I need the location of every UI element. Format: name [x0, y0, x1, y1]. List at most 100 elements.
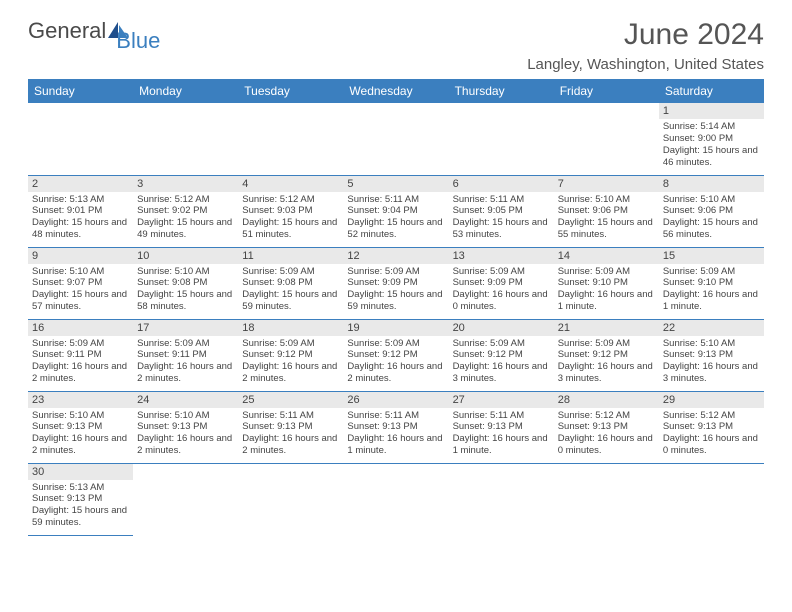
header: General Blue June 2024 Langley, Washingt…	[28, 18, 764, 73]
calendar-cell: .	[554, 463, 659, 535]
calendar-cell: 6Sunrise: 5:11 AMSunset: 9:05 PMDaylight…	[449, 175, 554, 247]
day-number: 11	[238, 248, 343, 264]
day-number: 13	[449, 248, 554, 264]
calendar-cell: .	[449, 463, 554, 535]
day-content: Sunrise: 5:10 AMSunset: 9:06 PMDaylight:…	[659, 192, 764, 244]
day-number: 24	[133, 392, 238, 408]
day-content: Sunrise: 5:10 AMSunset: 9:13 PMDaylight:…	[133, 408, 238, 460]
day-content: Sunrise: 5:09 AMSunset: 9:11 PMDaylight:…	[28, 336, 133, 388]
day-number: 9	[28, 248, 133, 264]
day-number: 25	[238, 392, 343, 408]
month-title: June 2024	[527, 18, 764, 52]
day-header: Sunday	[28, 79, 133, 103]
logo-text-blue: Blue	[116, 28, 160, 54]
calendar-cell: .	[133, 103, 238, 175]
calendar-cell: .	[133, 463, 238, 535]
day-number: 18	[238, 320, 343, 336]
day-content: Sunrise: 5:09 AMSunset: 9:09 PMDaylight:…	[343, 264, 448, 316]
day-number: 6	[449, 176, 554, 192]
calendar-cell: 27Sunrise: 5:11 AMSunset: 9:13 PMDayligh…	[449, 391, 554, 463]
day-number: 14	[554, 248, 659, 264]
day-content: Sunrise: 5:09 AMSunset: 9:12 PMDaylight:…	[449, 336, 554, 388]
day-content: Sunrise: 5:13 AMSunset: 9:01 PMDaylight:…	[28, 192, 133, 244]
day-number: 3	[133, 176, 238, 192]
day-content: Sunrise: 5:10 AMSunset: 9:13 PMDaylight:…	[659, 336, 764, 388]
day-content: Sunrise: 5:09 AMSunset: 9:10 PMDaylight:…	[554, 264, 659, 316]
calendar-cell: 20Sunrise: 5:09 AMSunset: 9:12 PMDayligh…	[449, 319, 554, 391]
calendar-cell: 5Sunrise: 5:11 AMSunset: 9:04 PMDaylight…	[343, 175, 448, 247]
location: Langley, Washington, United States	[527, 56, 764, 73]
day-number: 23	[28, 392, 133, 408]
calendar-cell: 16Sunrise: 5:09 AMSunset: 9:11 PMDayligh…	[28, 319, 133, 391]
day-content: Sunrise: 5:09 AMSunset: 9:12 PMDaylight:…	[343, 336, 448, 388]
day-number: 1	[659, 103, 764, 119]
day-number: 4	[238, 176, 343, 192]
day-content: Sunrise: 5:09 AMSunset: 9:12 PMDaylight:…	[238, 336, 343, 388]
calendar-cell: 7Sunrise: 5:10 AMSunset: 9:06 PMDaylight…	[554, 175, 659, 247]
logo: General Blue	[28, 18, 178, 44]
calendar-header-row: SundayMondayTuesdayWednesdayThursdayFrid…	[28, 79, 764, 103]
day-content: Sunrise: 5:12 AMSunset: 9:13 PMDaylight:…	[554, 408, 659, 460]
calendar-cell: 4Sunrise: 5:12 AMSunset: 9:03 PMDaylight…	[238, 175, 343, 247]
calendar-cell: 9Sunrise: 5:10 AMSunset: 9:07 PMDaylight…	[28, 247, 133, 319]
calendar-cell: 19Sunrise: 5:09 AMSunset: 9:12 PMDayligh…	[343, 319, 448, 391]
calendar-table: SundayMondayTuesdayWednesdayThursdayFrid…	[28, 79, 764, 536]
day-content: Sunrise: 5:11 AMSunset: 9:05 PMDaylight:…	[449, 192, 554, 244]
day-content: Sunrise: 5:09 AMSunset: 9:09 PMDaylight:…	[449, 264, 554, 316]
day-content: Sunrise: 5:14 AMSunset: 9:00 PMDaylight:…	[659, 119, 764, 171]
day-header: Tuesday	[238, 79, 343, 103]
day-number: 22	[659, 320, 764, 336]
day-header: Friday	[554, 79, 659, 103]
calendar-cell: .	[28, 103, 133, 175]
calendar-cell: 24Sunrise: 5:10 AMSunset: 9:13 PMDayligh…	[133, 391, 238, 463]
day-content: Sunrise: 5:10 AMSunset: 9:08 PMDaylight:…	[133, 264, 238, 316]
day-content: Sunrise: 5:10 AMSunset: 9:13 PMDaylight:…	[28, 408, 133, 460]
calendar-cell: 26Sunrise: 5:11 AMSunset: 9:13 PMDayligh…	[343, 391, 448, 463]
calendar-cell: .	[238, 103, 343, 175]
day-content: Sunrise: 5:10 AMSunset: 9:07 PMDaylight:…	[28, 264, 133, 316]
day-content: Sunrise: 5:11 AMSunset: 9:13 PMDaylight:…	[343, 408, 448, 460]
day-number: 21	[554, 320, 659, 336]
day-number: 19	[343, 320, 448, 336]
day-number: 8	[659, 176, 764, 192]
day-number: 27	[449, 392, 554, 408]
day-header: Thursday	[449, 79, 554, 103]
day-content: Sunrise: 5:10 AMSunset: 9:06 PMDaylight:…	[554, 192, 659, 244]
day-number: 7	[554, 176, 659, 192]
calendar-cell: 11Sunrise: 5:09 AMSunset: 9:08 PMDayligh…	[238, 247, 343, 319]
day-content: Sunrise: 5:12 AMSunset: 9:02 PMDaylight:…	[133, 192, 238, 244]
calendar-cell: 18Sunrise: 5:09 AMSunset: 9:12 PMDayligh…	[238, 319, 343, 391]
calendar-cell: 10Sunrise: 5:10 AMSunset: 9:08 PMDayligh…	[133, 247, 238, 319]
calendar-cell: .	[343, 103, 448, 175]
day-number: 17	[133, 320, 238, 336]
day-content: Sunrise: 5:12 AMSunset: 9:13 PMDaylight:…	[659, 408, 764, 460]
calendar-cell: 15Sunrise: 5:09 AMSunset: 9:10 PMDayligh…	[659, 247, 764, 319]
calendar-cell: 22Sunrise: 5:10 AMSunset: 9:13 PMDayligh…	[659, 319, 764, 391]
calendar-cell: 29Sunrise: 5:12 AMSunset: 9:13 PMDayligh…	[659, 391, 764, 463]
day-number: 29	[659, 392, 764, 408]
title-block: June 2024 Langley, Washington, United St…	[527, 18, 764, 73]
day-content: Sunrise: 5:09 AMSunset: 9:11 PMDaylight:…	[133, 336, 238, 388]
day-header: Wednesday	[343, 79, 448, 103]
calendar-cell: 12Sunrise: 5:09 AMSunset: 9:09 PMDayligh…	[343, 247, 448, 319]
day-number: 10	[133, 248, 238, 264]
day-number: 16	[28, 320, 133, 336]
day-header: Monday	[133, 79, 238, 103]
calendar-cell: 3Sunrise: 5:12 AMSunset: 9:02 PMDaylight…	[133, 175, 238, 247]
calendar-cell: 23Sunrise: 5:10 AMSunset: 9:13 PMDayligh…	[28, 391, 133, 463]
day-number: 30	[28, 464, 133, 480]
day-content: Sunrise: 5:11 AMSunset: 9:13 PMDaylight:…	[449, 408, 554, 460]
day-number: 5	[343, 176, 448, 192]
day-content: Sunrise: 5:09 AMSunset: 9:12 PMDaylight:…	[554, 336, 659, 388]
day-number: 26	[343, 392, 448, 408]
calendar-cell: 14Sunrise: 5:09 AMSunset: 9:10 PMDayligh…	[554, 247, 659, 319]
day-content: Sunrise: 5:11 AMSunset: 9:13 PMDaylight:…	[238, 408, 343, 460]
day-header: Saturday	[659, 79, 764, 103]
calendar-cell: 13Sunrise: 5:09 AMSunset: 9:09 PMDayligh…	[449, 247, 554, 319]
calendar-cell: .	[343, 463, 448, 535]
calendar-cell: 28Sunrise: 5:12 AMSunset: 9:13 PMDayligh…	[554, 391, 659, 463]
day-content: Sunrise: 5:13 AMSunset: 9:13 PMDaylight:…	[28, 480, 133, 532]
calendar-cell: .	[554, 103, 659, 175]
calendar-cell: 25Sunrise: 5:11 AMSunset: 9:13 PMDayligh…	[238, 391, 343, 463]
day-number: 2	[28, 176, 133, 192]
